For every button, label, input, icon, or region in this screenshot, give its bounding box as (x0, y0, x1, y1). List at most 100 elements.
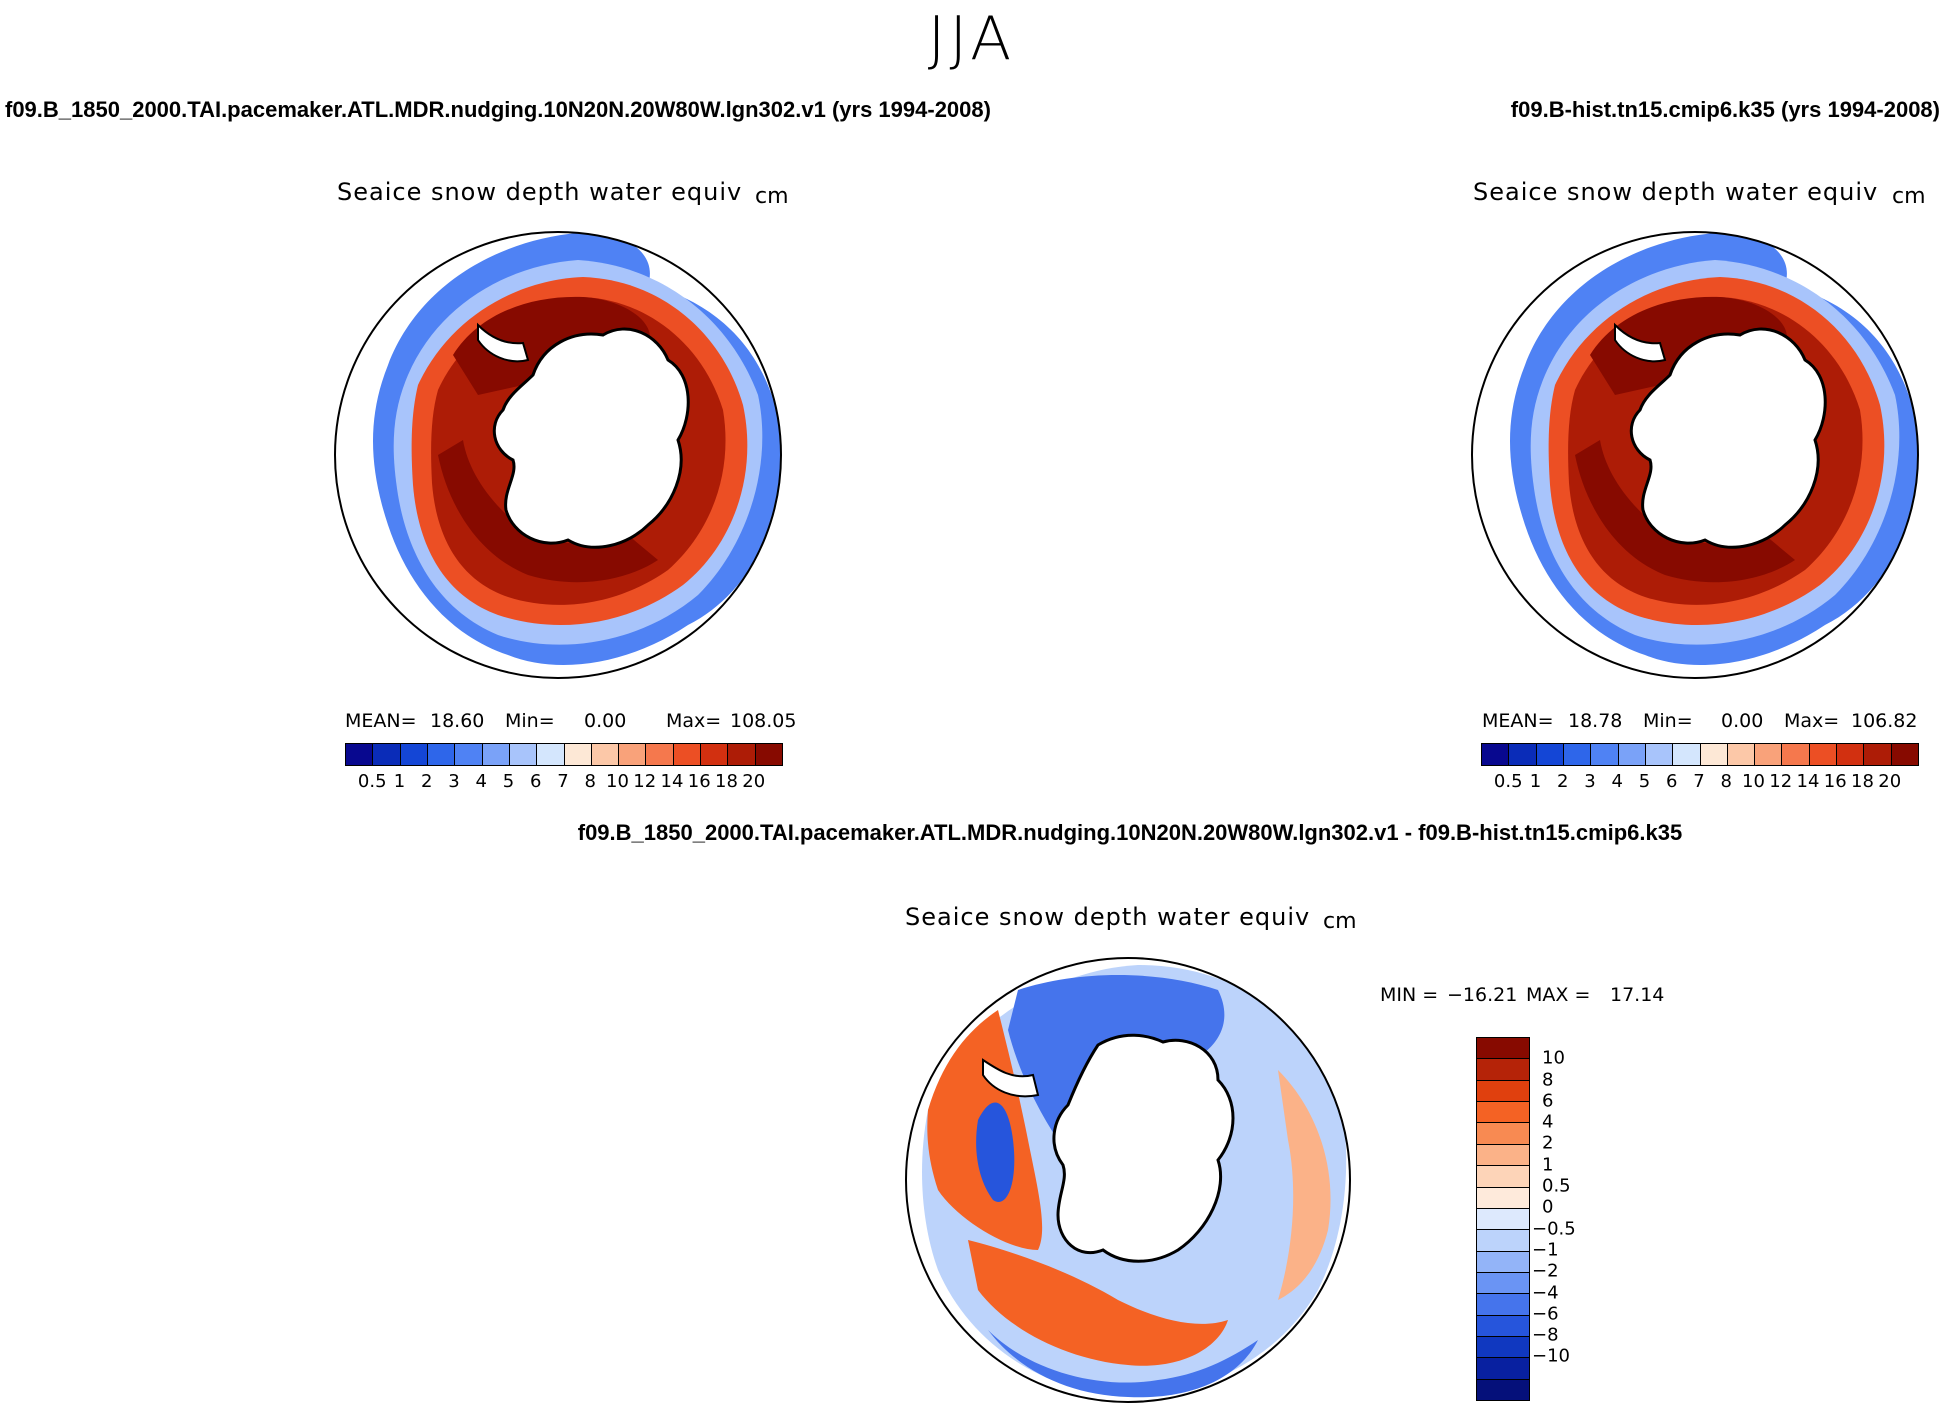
colorbar-label: −4 (1532, 1282, 1559, 1304)
colorbar-swatch (1477, 1208, 1529, 1231)
colorbar-label: 1 (1529, 771, 1542, 792)
colorbar-swatch (1864, 744, 1892, 765)
right-colorbar-labels: 0.5 1 2 3 4 5 6 7 8 10 12 14 16 18 20 (1481, 771, 1917, 793)
colorbar-label: 3 (448, 771, 460, 792)
colorbar-label: 1 (393, 771, 406, 792)
colorbar-label: 20 (742, 771, 766, 792)
colorbar-swatch (1591, 744, 1619, 765)
colorbar-label: 18 (715, 771, 738, 792)
colorbar-label: 20 (1878, 771, 1902, 792)
colorbar-label: 2 (421, 771, 433, 792)
colorbar-label: 6 (1666, 771, 1678, 792)
colorbar-swatch (1837, 744, 1865, 765)
colorbar-label: 6 (1542, 1090, 1554, 1112)
left-colorbar (345, 743, 783, 766)
right-mean-label: MEAN= (1482, 710, 1554, 732)
colorbar-swatch (427, 744, 456, 765)
colorbar-swatch (1477, 1315, 1529, 1338)
colorbar-label: 7 (557, 771, 569, 792)
colorbar-swatch (1477, 1187, 1529, 1209)
left-mean-label: MEAN= (345, 710, 417, 732)
colorbar-swatch (1477, 1166, 1529, 1188)
diff-map (905, 957, 1351, 1403)
colorbar-label: 6 (530, 771, 542, 792)
colorbar-swatch (1477, 1294, 1529, 1316)
right-min-label: Min= (1643, 710, 1693, 732)
diff-colorbar (1476, 1037, 1530, 1401)
colorbar-swatch (1891, 744, 1918, 765)
colorbar-swatch (1477, 1230, 1529, 1252)
diff-min-value: −16.21 (1447, 984, 1518, 1006)
diff-colorbar-labels: 10 8 6 4 2 1 0.5 0 −0.5 −1 −2 −4 −6 −8 −10 (1532, 1037, 1600, 1399)
colorbar-swatch (1809, 744, 1838, 765)
colorbar-label: 12 (633, 771, 657, 792)
colorbar-swatch (1618, 744, 1646, 765)
colorbar-label: 4 (475, 771, 487, 792)
right-panel-title: Seaice snow depth water equiv (1473, 178, 1879, 206)
right-min-value: 0.00 (1721, 710, 1764, 732)
colorbar-label: 0 (1542, 1196, 1554, 1218)
colorbar-swatch (400, 744, 428, 765)
left-max-label: Max= (666, 710, 722, 732)
colorbar-label: 0.5 (1493, 771, 1523, 792)
colorbar-swatch (537, 744, 565, 765)
colorbar-label: 10 (1542, 1047, 1565, 1069)
left-mean-value: 18.60 (430, 710, 485, 732)
colorbar-swatch (373, 744, 401, 765)
colorbar-swatch (1477, 1379, 1529, 1401)
colorbar-label: −8 (1532, 1324, 1559, 1346)
season-title: JJA (927, 4, 1016, 74)
colorbar-swatch (564, 744, 592, 765)
colorbar-swatch (1673, 744, 1701, 765)
colorbar-swatch (591, 744, 620, 765)
colorbar-swatch (755, 744, 782, 765)
right-max-label: Max= (1784, 710, 1840, 732)
colorbar-label: 2 (1542, 1132, 1554, 1154)
colorbar-label: 8 (1720, 771, 1732, 792)
colorbar-swatch (1477, 1102, 1529, 1124)
colorbar-swatch (455, 744, 483, 765)
diff-panel-title: Seaice snow depth water equiv (905, 903, 1311, 931)
colorbar-label: 12 (1769, 771, 1793, 792)
colorbar-swatch (1563, 744, 1592, 765)
colorbar-label: 1 (1542, 1154, 1554, 1176)
right-colorbar (1481, 743, 1919, 766)
right-max-value: 106.82 (1851, 710, 1918, 732)
colorbar-label: 0.5 (1542, 1175, 1571, 1197)
right-panel-units: cm (1892, 184, 1926, 209)
left-panel-title: Seaice snow depth water equiv (337, 178, 743, 206)
right-map (1471, 231, 1919, 679)
colorbar-swatch (728, 744, 756, 765)
colorbar-label: 8 (584, 771, 596, 792)
left-colorbar-labels: 0.5 1 2 3 4 5 6 7 8 10 12 14 16 18 20 (345, 771, 781, 793)
colorbar-swatch (509, 744, 538, 765)
colorbar-swatch (619, 744, 647, 765)
left-panel-units: cm (755, 184, 789, 209)
colorbar-label: 5 (502, 771, 515, 792)
colorbar-label: 10 (1742, 771, 1765, 792)
colorbar-label: 16 (687, 771, 711, 792)
colorbar-label: 8 (1542, 1069, 1554, 1091)
colorbar-swatch (1477, 1123, 1529, 1145)
colorbar-swatch (701, 744, 729, 765)
colorbar-swatch (346, 744, 374, 765)
colorbar-swatch (1477, 1358, 1529, 1380)
colorbar-label: 2 (1557, 771, 1569, 792)
colorbar-label: −2 (1532, 1260, 1559, 1282)
colorbar-swatch (1536, 744, 1564, 765)
colorbar-label: −6 (1532, 1303, 1559, 1325)
colorbar-label: 3 (1584, 771, 1596, 792)
colorbar-label: 16 (1823, 771, 1847, 792)
colorbar-swatch (1700, 744, 1728, 765)
left-run-title: f09.B_1850_2000.TAI.pacemaker.ATL.MDR.nu… (5, 97, 991, 122)
left-map (334, 231, 782, 679)
colorbar-label: 10 (606, 771, 629, 792)
left-min-label: Min= (505, 710, 555, 732)
colorbar-swatch (1645, 744, 1674, 765)
colorbar-label: 14 (660, 771, 684, 792)
colorbar-label: 5 (1638, 771, 1651, 792)
colorbar-swatch (1477, 1059, 1529, 1081)
right-mean-value: 18.78 (1568, 710, 1623, 732)
colorbar-label: −0.5 (1532, 1218, 1576, 1240)
colorbar-swatch (1477, 1251, 1529, 1273)
